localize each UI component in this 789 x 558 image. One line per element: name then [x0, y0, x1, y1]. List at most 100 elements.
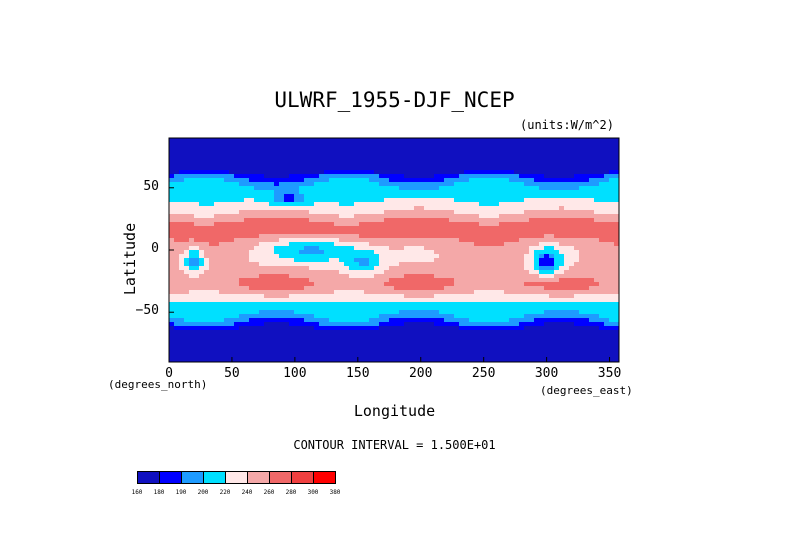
heatmap-cell: [199, 314, 205, 319]
heatmap-cell: [244, 302, 250, 307]
heatmap-cell: [319, 258, 325, 263]
heatmap-cell: [569, 190, 575, 195]
heatmap-cell: [299, 350, 305, 355]
heatmap-cell: [509, 198, 515, 203]
heatmap-cell: [524, 294, 530, 299]
heatmap-cell: [404, 218, 410, 223]
heatmap-cell: [404, 258, 410, 263]
heatmap-cell: [354, 270, 360, 275]
heatmap-cell: [324, 214, 330, 219]
heatmap-cell: [359, 210, 365, 215]
heatmap-cell: [214, 158, 220, 163]
heatmap-cell: [294, 266, 300, 271]
heatmap-cell: [369, 202, 375, 207]
heatmap-cell: [569, 238, 575, 243]
heatmap-cell: [549, 250, 555, 255]
heatmap-cell: [304, 262, 310, 267]
heatmap-cell: [554, 326, 560, 331]
heatmap-cell: [539, 194, 545, 199]
heatmap-cell: [189, 218, 195, 223]
heatmap-cell: [484, 334, 490, 339]
heatmap-cell: [394, 286, 400, 291]
heatmap-cell: [409, 258, 415, 263]
heatmap-cell: [354, 354, 360, 359]
heatmap-cell: [449, 286, 455, 291]
heatmap-cell: [334, 210, 340, 215]
heatmap-cell: [384, 166, 390, 171]
heatmap-cell: [439, 194, 445, 199]
heatmap-cell: [509, 326, 515, 331]
heatmap-cell: [219, 206, 225, 211]
heatmap-cell: [569, 326, 575, 331]
heatmap-cell: [199, 310, 205, 315]
heatmap-cell: [539, 278, 545, 283]
heatmap-cell: [284, 330, 290, 335]
heatmap-cell: [304, 162, 310, 167]
heatmap-cell: [374, 202, 380, 207]
heatmap-cell: [189, 242, 195, 247]
heatmap-cell: [474, 194, 480, 199]
heatmap-cell: [564, 178, 570, 183]
heatmap-cell: [329, 270, 335, 275]
heatmap-cell: [489, 278, 495, 283]
heatmap-cell: [569, 182, 575, 187]
heatmap-cell: [429, 138, 435, 143]
heatmap-cell: [259, 214, 265, 219]
heatmap-cell: [574, 278, 580, 283]
heatmap-cell: [234, 174, 240, 179]
heatmap-cell: [299, 322, 305, 327]
heatmap-cell: [344, 270, 350, 275]
heatmap-cell: [349, 238, 355, 243]
heatmap-cell: [269, 286, 275, 291]
heatmap-cell: [259, 258, 265, 263]
heatmap-cell: [259, 358, 265, 362]
heatmap-cell: [234, 290, 240, 295]
heatmap-cell: [289, 226, 295, 231]
heatmap-cell: [219, 230, 225, 235]
heatmap-cell: [194, 198, 200, 203]
heatmap-cell: [469, 198, 475, 203]
heatmap-cell: [289, 286, 295, 291]
heatmap-cell: [259, 346, 265, 351]
heatmap-cell: [174, 182, 180, 187]
heatmap-cell: [544, 310, 550, 315]
heatmap-cell: [304, 210, 310, 215]
heatmap-cell: [179, 222, 185, 227]
heatmap-cell: [384, 254, 390, 259]
heatmap-cell: [259, 286, 265, 291]
heatmap-cell: [514, 258, 520, 263]
heatmap-cell: [284, 242, 290, 247]
heatmap-cell: [504, 170, 510, 175]
heatmap-cell: [369, 270, 375, 275]
heatmap-cell: [519, 238, 525, 243]
heatmap-cell: [489, 246, 495, 251]
heatmap-cell: [594, 250, 600, 255]
heatmap-cell: [464, 158, 470, 163]
heatmap-cell: [504, 270, 510, 275]
heatmap-cell: [229, 222, 235, 227]
heatmap-cell: [264, 234, 270, 239]
heatmap-cell: [519, 306, 525, 311]
heatmap-cell: [264, 310, 270, 315]
heatmap-cell: [579, 138, 585, 143]
heatmap-cell: [559, 198, 565, 203]
heatmap-cell: [254, 294, 260, 299]
heatmap-cell: [549, 222, 555, 227]
heatmap-cell: [189, 274, 195, 279]
heatmap-cell: [174, 294, 180, 299]
heatmap-cell: [599, 306, 605, 311]
heatmap-cell: [584, 286, 590, 291]
heatmap-cell: [274, 222, 280, 227]
heatmap-cell: [334, 166, 340, 171]
heatmap-cell: [559, 350, 565, 355]
heatmap-cell: [444, 138, 450, 143]
heatmap-cell: [499, 258, 505, 263]
heatmap-cell: [459, 326, 465, 331]
heatmap-cell: [184, 194, 190, 199]
heatmap-cell: [324, 206, 330, 211]
heatmap-cell: [299, 306, 305, 311]
heatmap-cell: [444, 290, 450, 295]
heatmap-cell: [179, 354, 185, 359]
heatmap-cell: [599, 242, 605, 247]
heatmap-cell: [319, 238, 325, 243]
